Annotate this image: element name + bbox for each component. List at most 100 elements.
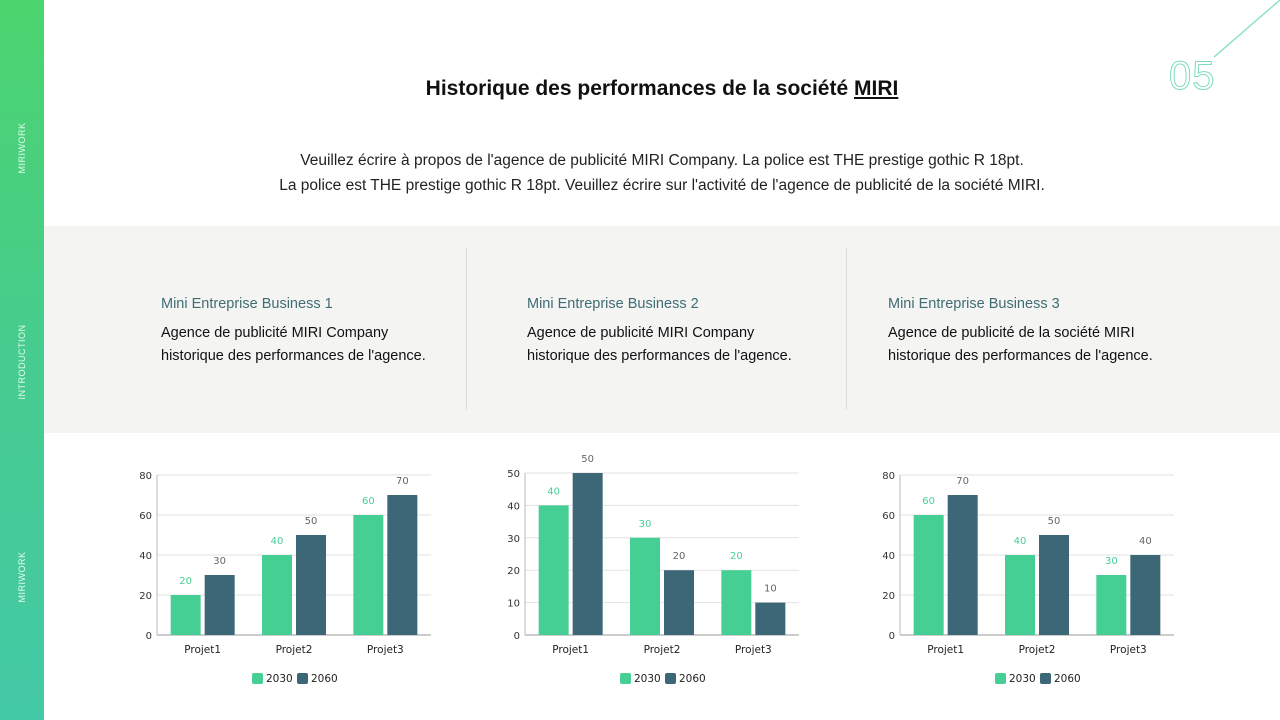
description-line: La police est THE prestige gothic R 18pt…: [279, 177, 1045, 194]
y-tick-label: 40: [882, 551, 895, 562]
bar-2030: [630, 537, 660, 635]
title-company: MIRI: [854, 77, 899, 100]
legend-label: 2030: [266, 673, 293, 685]
data-label: 30: [639, 519, 652, 530]
description-line: Veuillez écrire à propos de l'agence de …: [300, 152, 1024, 169]
y-tick-label: 80: [139, 471, 152, 482]
x-tick-label: Projet1: [552, 644, 589, 656]
data-label: 20: [673, 551, 686, 562]
data-label: 10: [764, 584, 777, 595]
bar-2060: [572, 473, 603, 635]
y-tick-label: 40: [507, 501, 520, 512]
divider: [846, 248, 847, 410]
data-label: 50: [1048, 516, 1061, 527]
y-tick-label: 20: [507, 566, 520, 577]
column-heading: Mini Entreprise Business 2: [527, 296, 699, 312]
column-text: historique des performances de l'agence.: [527, 348, 792, 364]
sidebar: MIRIWORK INTRODUCTION MIRIWORK: [0, 0, 44, 720]
y-tick-label: 20: [882, 591, 895, 602]
description: Veuillez écrire à propos de l'agence de …: [44, 148, 1280, 198]
page-number: 05: [1169, 54, 1216, 99]
bar-2060: [664, 570, 694, 635]
x-tick-label: Projet1: [927, 644, 964, 656]
decorative-line: [1213, 0, 1280, 58]
data-label: 40: [547, 486, 560, 497]
x-tick-label: Projet1: [184, 644, 221, 656]
divider: [466, 248, 467, 410]
y-tick-label: 60: [139, 511, 152, 522]
y-tick-label: 60: [882, 511, 895, 522]
data-label: 40: [1014, 536, 1027, 547]
column-text: historique des performances de l'agence.: [161, 348, 426, 364]
bar-chart-1: 0204060802030Projet14050Projet26070Proje…: [139, 471, 431, 685]
data-label: 50: [305, 516, 318, 527]
y-tick-label: 0: [146, 631, 152, 642]
legend-swatch-2060: [665, 673, 676, 684]
legend-swatch-2060: [297, 673, 308, 684]
data-label: 40: [271, 536, 284, 547]
legend-label: 2060: [679, 673, 706, 685]
y-tick-label: 0: [514, 631, 520, 642]
bar-2030: [1005, 555, 1035, 635]
business-column-3: Mini Entreprise Business 3 Agence de pub…: [888, 296, 1153, 368]
bar-chart-2: 010203040504050Projet13020Projet22010Pro…: [507, 455, 799, 685]
column-heading: Mini Entreprise Business 1: [161, 296, 333, 312]
business-column-1: Mini Entreprise Business 1 Agence de pub…: [161, 296, 426, 368]
x-tick-label: Projet3: [1110, 644, 1147, 656]
bar-2060: [387, 495, 418, 635]
bar-2030: [913, 515, 944, 635]
bar-2030: [262, 555, 292, 635]
legend-label: 2030: [1009, 673, 1036, 685]
bar-2060: [1130, 555, 1161, 635]
bar-2030: [353, 515, 384, 635]
legend-label: 2060: [1054, 673, 1081, 685]
column-text: Agence de publicité MIRI Company: [527, 325, 755, 341]
legend-swatch-2030: [995, 673, 1006, 684]
column-heading: Mini Entreprise Business 3: [888, 296, 1060, 312]
y-tick-label: 30: [507, 534, 520, 545]
bar-2060: [1039, 535, 1069, 635]
legend-swatch-2060: [1040, 673, 1051, 684]
bar-2060: [947, 495, 978, 635]
bar-2030: [170, 595, 201, 635]
data-label: 60: [922, 496, 935, 507]
bar-2060: [204, 575, 235, 635]
sidebar-label-miriwork-2[interactable]: MIRIWORK: [17, 551, 27, 603]
x-tick-label: Projet3: [735, 644, 772, 656]
page-title: Historique des performances de la sociét…: [0, 77, 1280, 101]
data-label: 30: [213, 556, 226, 567]
y-tick-label: 50: [507, 469, 520, 480]
sidebar-label-introduction[interactable]: INTRODUCTION: [17, 324, 27, 400]
data-label: 60: [362, 496, 375, 507]
business-column-2: Mini Entreprise Business 2 Agence de pub…: [527, 296, 792, 368]
y-tick-label: 20: [139, 591, 152, 602]
info-band: [44, 226, 1280, 433]
y-tick-label: 10: [507, 599, 520, 610]
y-tick-label: 40: [139, 551, 152, 562]
x-tick-label: Projet2: [1019, 644, 1056, 656]
sidebar-label-miriwork[interactable]: MIRIWORK: [17, 122, 27, 174]
legend-label: 2030: [634, 673, 661, 685]
column-text: historique des performances de l'agence.: [888, 348, 1153, 364]
x-tick-label: Projet2: [644, 644, 681, 656]
bar-2060: [296, 535, 326, 635]
column-text: Agence de publicité de la société MIRI: [888, 325, 1135, 341]
bar-2030: [538, 505, 569, 635]
data-label: 70: [396, 476, 409, 487]
data-label: 20: [730, 551, 743, 562]
bar-2030: [1096, 575, 1127, 635]
legend-label: 2060: [311, 673, 338, 685]
bar-chart-3: 0 20 40 60 80 60 70 Projet1 40 50 Projet2 30 40 Proje…: [882, 471, 1174, 685]
x-tick-label: Projet2: [276, 644, 313, 656]
y-tick-label: 0: [889, 631, 895, 642]
y-tick-label: 80: [882, 471, 895, 482]
x-tick-label: Projet3: [367, 644, 404, 656]
legend-swatch-2030: [620, 673, 631, 684]
legend-swatch-2030: [252, 673, 263, 684]
data-label: 20: [179, 576, 192, 587]
title-text: Historique des performances de la sociét…: [425, 77, 854, 100]
column-text: Agence de publicité MIRI Company: [161, 325, 389, 341]
bar-2060: [755, 602, 786, 635]
data-label: 40: [1139, 536, 1152, 547]
data-label: 70: [956, 476, 969, 487]
